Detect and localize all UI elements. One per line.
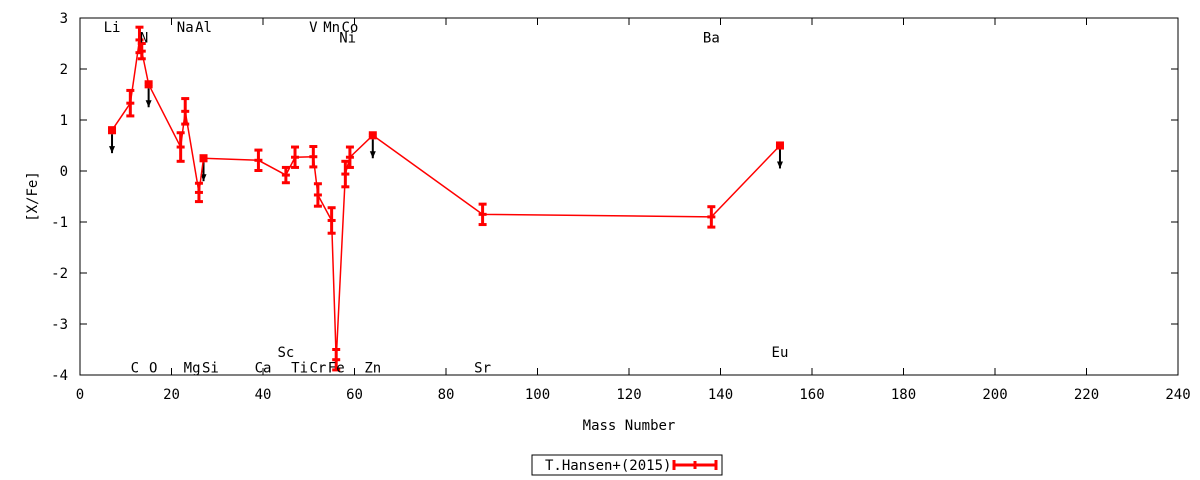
data-point <box>126 88 135 118</box>
x-axis-title: Mass Number <box>583 418 676 434</box>
upper-limit-arrow-head <box>109 146 116 154</box>
y-tick-label: 1 <box>60 113 68 129</box>
y-tick-label: 2 <box>60 62 68 78</box>
y-tick-label: -2 <box>51 266 68 282</box>
element-label: Sc <box>277 345 294 361</box>
data-point <box>176 131 185 163</box>
data-point <box>199 154 208 163</box>
y-tick-label: -3 <box>51 317 68 333</box>
x-tick-label: 20 <box>163 387 180 403</box>
axis-tick-labels: 0 20 40 60 80 100 120 140 160 180 200 220 240-4-3-2-… <box>51 11 1191 403</box>
data-point <box>368 131 377 140</box>
element-label: Zn <box>364 360 381 376</box>
element-label: Si <box>202 360 219 376</box>
data-point <box>345 145 354 169</box>
element-label: Ni <box>339 30 356 46</box>
data-point <box>327 206 336 235</box>
data-point <box>309 145 318 169</box>
x-tick-label: 180 <box>891 387 916 403</box>
y-tick-label: 0 <box>60 164 68 180</box>
axis-ticks <box>79 17 1179 376</box>
x-tick-label: 100 <box>525 387 550 403</box>
upper-limit-arrow-head <box>145 100 152 108</box>
y-tick-label: -1 <box>51 215 68 231</box>
data-point <box>254 148 263 172</box>
x-tick-label: 60 <box>346 387 363 403</box>
element-label: Co <box>341 20 358 36</box>
data-point <box>332 348 341 372</box>
element-label: N <box>140 30 148 46</box>
data-point <box>478 202 487 227</box>
x-tick-label: 0 <box>76 387 84 403</box>
x-tick-label: 220 <box>1074 387 1099 403</box>
data-point <box>137 42 146 61</box>
x-tick-label: 40 <box>255 387 272 403</box>
legend-sample <box>672 460 718 470</box>
element-label: Ba <box>703 30 720 46</box>
element-label: Mn <box>323 20 340 36</box>
y-axis-title: [X/Fe] <box>25 171 41 222</box>
element-label: Mg <box>184 360 201 376</box>
series-hansen <box>108 25 784 372</box>
data-point <box>144 80 153 89</box>
x-tick-label: 120 <box>616 387 641 403</box>
plot-frame <box>79 17 1179 376</box>
upper-limit-arrow-head <box>776 161 783 169</box>
upper-limit-arrow-head <box>200 174 207 182</box>
data-point <box>313 182 322 208</box>
x-tick-label: 160 <box>799 387 824 403</box>
element-label: Al <box>195 20 212 36</box>
element-label: Ca <box>255 360 272 376</box>
legend-label: T.Hansen+(2015) <box>545 458 671 474</box>
data-point <box>135 25 144 55</box>
x-tick-label: 140 <box>708 387 733 403</box>
element-label: Li <box>104 20 121 36</box>
upper-limit-arrows <box>109 88 783 182</box>
data-point <box>108 126 117 135</box>
element-label: Cr <box>309 360 326 376</box>
element-label: Ti <box>291 360 308 376</box>
y-tick-label: 3 <box>60 11 68 27</box>
element-label: V <box>309 20 318 36</box>
x-tick-label: 240 <box>1165 387 1190 403</box>
data-point <box>291 145 300 169</box>
upper-limit-arrow-head <box>369 151 376 159</box>
data-point <box>194 181 203 204</box>
data-point <box>181 97 190 126</box>
element-label: Na <box>177 20 194 36</box>
series-line <box>111 39 781 360</box>
element-label: C <box>131 360 139 376</box>
element-label: Sr <box>474 360 491 376</box>
element-label: Fe <box>328 360 345 376</box>
x-tick-label: 80 <box>438 387 455 403</box>
data-point <box>281 165 290 185</box>
data-point <box>341 159 350 189</box>
data-point <box>775 141 784 150</box>
element-label: O <box>149 360 157 376</box>
data-point <box>707 205 716 229</box>
legend: T.Hansen+(2015) <box>531 454 723 476</box>
x-tick-label: 200 <box>982 387 1007 403</box>
y-tick-label: -4 <box>51 368 68 384</box>
element-label: Eu <box>772 345 789 361</box>
